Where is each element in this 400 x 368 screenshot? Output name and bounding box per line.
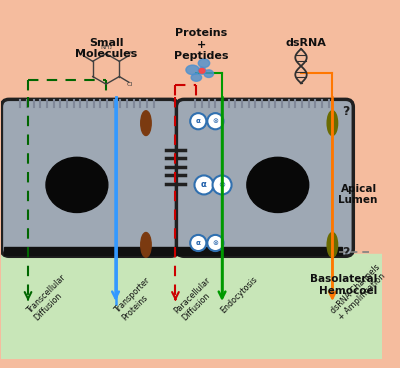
- Ellipse shape: [207, 235, 224, 251]
- Ellipse shape: [327, 233, 338, 257]
- Text: Paracellular
Diffusion: Paracellular Diffusion: [172, 275, 220, 322]
- Text: Endocytosis: Endocytosis: [219, 275, 260, 315]
- Ellipse shape: [198, 67, 206, 74]
- Bar: [4, 247, 342, 255]
- FancyBboxPatch shape: [1, 99, 178, 256]
- Text: ?: ?: [342, 105, 349, 118]
- Ellipse shape: [204, 70, 214, 78]
- Ellipse shape: [194, 176, 214, 194]
- Text: ⊗: ⊗: [218, 180, 226, 190]
- Ellipse shape: [207, 113, 224, 129]
- Text: Basolateral
Hemocoel: Basolateral Hemocoel: [310, 274, 377, 296]
- Bar: [1, 254, 382, 359]
- Ellipse shape: [190, 235, 206, 251]
- Ellipse shape: [212, 176, 232, 194]
- Text: NH₂: NH₂: [100, 46, 112, 50]
- Ellipse shape: [199, 68, 205, 73]
- Bar: [1, 9, 382, 254]
- Text: Proteins
+
Peptides: Proteins + Peptides: [174, 28, 228, 61]
- Text: α: α: [201, 180, 207, 190]
- Ellipse shape: [191, 74, 202, 81]
- Ellipse shape: [190, 113, 206, 129]
- Text: ⊗: ⊗: [212, 118, 218, 124]
- Ellipse shape: [327, 111, 338, 135]
- Text: Apical
Lumen: Apical Lumen: [338, 184, 377, 205]
- Ellipse shape: [141, 111, 151, 135]
- Text: Cl: Cl: [127, 82, 133, 86]
- Text: Small
Molecules: Small Molecules: [75, 38, 137, 59]
- Text: ?: ?: [342, 246, 349, 259]
- Ellipse shape: [186, 65, 199, 75]
- Text: F: F: [128, 51, 132, 56]
- Ellipse shape: [46, 158, 108, 212]
- Ellipse shape: [247, 158, 309, 212]
- Ellipse shape: [141, 233, 151, 257]
- Text: F: F: [80, 51, 84, 56]
- FancyBboxPatch shape: [176, 99, 353, 256]
- Text: dsRNA Channels
+ Amplification: dsRNA Channels + Amplification: [330, 262, 390, 322]
- Text: α: α: [196, 240, 201, 246]
- Text: dsRNA: dsRNA: [285, 38, 326, 47]
- Text: α: α: [196, 118, 201, 124]
- Text: ⊗: ⊗: [212, 240, 218, 246]
- Text: Transcellular
Diffusion: Transcellular Diffusion: [25, 273, 75, 322]
- Text: Transporter
Proteins: Transporter Proteins: [113, 276, 159, 322]
- Ellipse shape: [198, 59, 210, 67]
